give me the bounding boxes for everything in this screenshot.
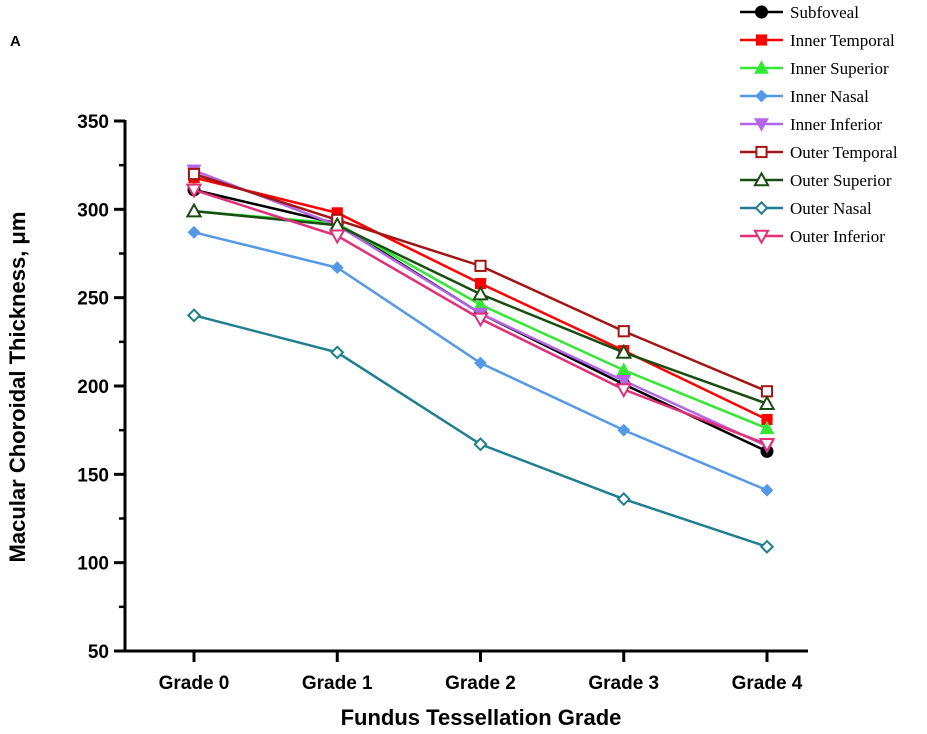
legend-label: Outer Nasal <box>790 199 872 218</box>
y-tick-label: 200 <box>77 377 109 398</box>
legend-label: Inner Inferior <box>790 115 882 134</box>
legend-label: Outer Temporal <box>790 143 898 162</box>
x-axis-title: Fundus Tessellation Grade <box>341 705 622 730</box>
legend-marker <box>754 118 769 132</box>
series-outer-nasal <box>186 308 775 554</box>
legend-marker <box>753 171 770 187</box>
data-point <box>759 420 775 435</box>
x-tick-label: Grade 4 <box>732 673 803 694</box>
y-tick-label: 350 <box>77 112 109 133</box>
data-point <box>187 167 201 181</box>
legend-item: Outer Nasal <box>740 199 872 218</box>
x-tick-label: Grade 1 <box>302 673 373 694</box>
plot-area <box>185 164 776 554</box>
data-point <box>758 438 776 453</box>
data-point <box>760 483 774 497</box>
data-point <box>760 385 774 398</box>
legend-marker <box>755 5 768 19</box>
x-tick-label: Grade 2 <box>445 673 516 694</box>
x-tick-label: Grade 0 <box>159 673 230 694</box>
data-point <box>474 356 487 370</box>
legend-label: Inner Temporal <box>790 31 895 50</box>
series-outer-inferior <box>185 183 776 453</box>
y-axis: 50 100 150 200 250 300 350 <box>77 112 127 663</box>
y-tick-label: 250 <box>77 289 109 310</box>
data-point <box>759 539 775 554</box>
legend-item: Outer Temporal <box>740 143 898 162</box>
legend-item: Subfoveal <box>740 3 859 22</box>
data-point <box>185 202 203 218</box>
legend-item: Inner Nasal <box>740 87 869 106</box>
legend-item: Inner Inferior <box>740 115 882 134</box>
data-point <box>330 261 344 275</box>
legend-marker <box>754 60 769 74</box>
data-point <box>187 225 201 239</box>
data-point <box>328 229 346 245</box>
y-tick-label: 50 <box>88 642 109 663</box>
y-axis-title: Macular Choroidal Thickness, μm <box>5 212 30 563</box>
data-point <box>472 285 489 301</box>
legend-item: Outer Inferior <box>740 227 885 246</box>
data-point <box>185 183 203 199</box>
legend-label: Subfoveal <box>790 3 859 22</box>
data-point <box>186 308 202 323</box>
y-tick-label: 150 <box>77 465 109 486</box>
data-point <box>473 437 488 452</box>
legend: Subfoveal Inner Temporal Inner Superior Inn… <box>740 3 898 246</box>
data-point <box>472 312 489 328</box>
legend-label: Inner Nasal <box>790 87 869 106</box>
x-tick-label: Grade 3 <box>588 673 659 694</box>
panel-label: A <box>10 33 21 50</box>
legend-item: Inner Temporal <box>740 31 895 50</box>
data-point <box>616 362 632 376</box>
legend-marker <box>755 145 768 159</box>
legend-item: Outer Superior <box>740 171 892 190</box>
data-point <box>330 345 345 360</box>
legend-marker <box>754 200 769 216</box>
data-point <box>617 423 631 437</box>
data-point <box>615 383 633 399</box>
legend-label: Outer Inferior <box>790 227 885 246</box>
data-point <box>474 259 487 272</box>
legend-label: Inner Superior <box>790 59 889 78</box>
data-point <box>616 374 632 389</box>
series-line <box>193 314 768 548</box>
data-point <box>758 395 776 410</box>
series-inner-nasal <box>187 225 774 497</box>
y-tick-label: 300 <box>77 200 109 221</box>
data-point <box>617 325 630 338</box>
legend-marker <box>753 229 770 245</box>
legend-marker <box>755 34 768 46</box>
legend-marker <box>755 89 768 103</box>
y-tick-label: 100 <box>77 554 109 575</box>
data-point <box>616 491 631 507</box>
data-point <box>615 343 633 359</box>
x-axis: Grade 0 Grade 1 Grade 2 Grade 3 Grade 4 <box>123 649 808 694</box>
legend-label: Outer Superior <box>790 171 892 190</box>
legend-item: Inner Superior <box>740 59 889 78</box>
